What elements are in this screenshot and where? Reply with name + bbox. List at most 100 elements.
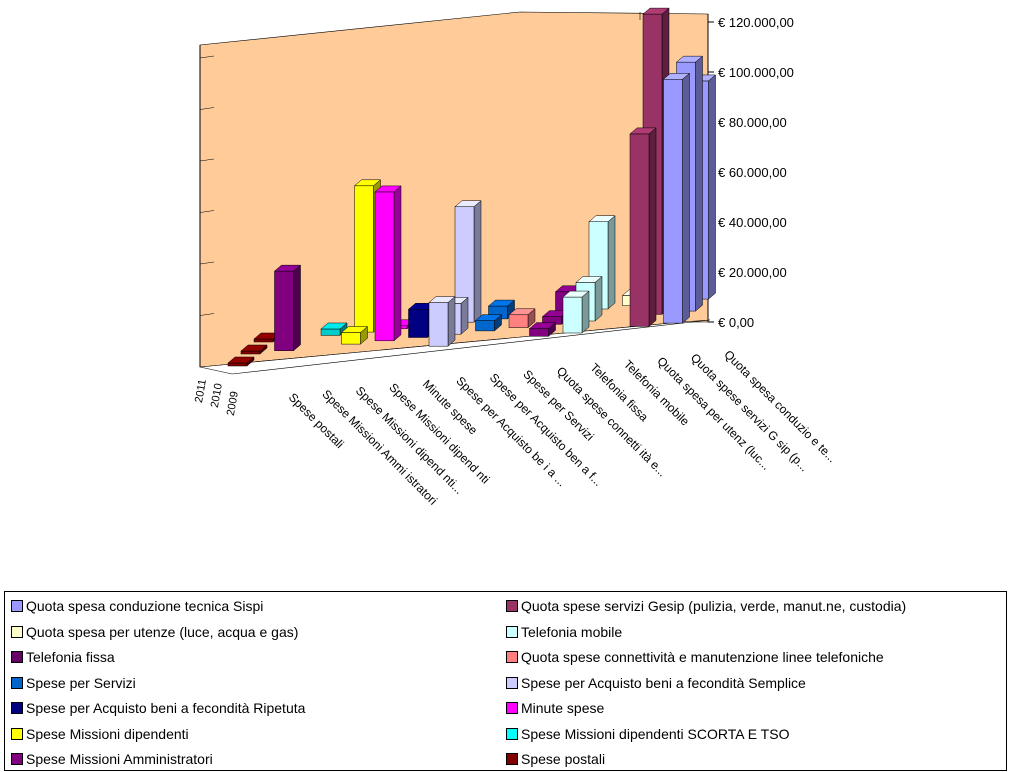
bar bbox=[562, 290, 590, 334]
legend-label: Quota spese servizi Gesip (pulizia, verd… bbox=[521, 598, 907, 614]
bar-top bbox=[273, 264, 302, 272]
bar-side bbox=[695, 55, 703, 312]
bar bbox=[508, 308, 536, 329]
legend-label: Spese Missioni dipendenti bbox=[26, 725, 189, 742]
legend-swatch bbox=[506, 600, 518, 612]
bar-front bbox=[475, 320, 495, 332]
bar-top bbox=[575, 276, 603, 283]
legend-swatch bbox=[506, 702, 518, 714]
legend-swatch bbox=[506, 753, 518, 765]
bar bbox=[340, 326, 369, 345]
legend-swatch bbox=[11, 676, 23, 689]
legend-label: Quota spese connettività e manutenzione … bbox=[521, 649, 884, 665]
legend-label: Spese Missioni dipendenti SCORTA E TSO bbox=[521, 725, 790, 742]
legend-item: Telefonia fissa bbox=[11, 649, 115, 665]
bar-front bbox=[354, 185, 374, 333]
bar bbox=[528, 322, 557, 337]
bar-top bbox=[374, 185, 402, 193]
bar bbox=[662, 72, 691, 324]
legend-item: Spese per Acquisto beni a fecondità Semp… bbox=[506, 675, 806, 691]
bar-side bbox=[682, 72, 690, 324]
legend-label: Spese per Acquisto beni a fecondità Ripe… bbox=[26, 700, 306, 716]
bar-top bbox=[340, 326, 369, 333]
legend-label: Quota spesa per utenze (luce, acqua e ga… bbox=[26, 623, 299, 640]
legend-swatch bbox=[506, 676, 518, 689]
bar-top bbox=[662, 73, 691, 80]
legend-item: Spese Missioni Amministratori bbox=[11, 751, 213, 767]
wall-gridline bbox=[199, 313, 215, 316]
bar-side bbox=[607, 215, 616, 310]
bar-side bbox=[708, 74, 716, 300]
bar-top bbox=[227, 356, 255, 364]
legend-item: Spese per Servizi bbox=[11, 675, 136, 691]
bar-top bbox=[428, 296, 456, 303]
legend-swatch bbox=[11, 625, 23, 638]
legend-swatch bbox=[11, 753, 23, 765]
chart-area: € 0,00 € 20.000,00 € 40.000,00 € 60.000,00 €… bbox=[193, 7, 839, 508]
bar-top bbox=[508, 308, 536, 316]
y-tick-label: € 100.000,00 bbox=[718, 65, 794, 80]
bar-side bbox=[473, 200, 482, 323]
legend-label: Telefonia mobile bbox=[521, 623, 623, 640]
legend-swatch bbox=[506, 651, 518, 663]
legend-item: Spese per Acquisto beni a fecondità Ripe… bbox=[11, 700, 305, 716]
bar bbox=[240, 344, 268, 355]
bar-top bbox=[454, 200, 482, 207]
bar-side bbox=[293, 264, 301, 352]
bar-top bbox=[528, 322, 557, 329]
floor bbox=[199, 319, 711, 375]
legend-item: Quota spesa per utenze (luce, acqua e ga… bbox=[11, 624, 298, 640]
chart-bars bbox=[227, 7, 717, 367]
y-tick-label: € 60.000,00 bbox=[718, 165, 787, 180]
bar-side bbox=[594, 275, 603, 322]
bar bbox=[454, 200, 482, 323]
legend-swatch bbox=[11, 702, 23, 714]
bar-top bbox=[642, 7, 670, 15]
bar-front bbox=[428, 302, 449, 347]
legend-label: Quota spesa conduzione tecnica Sispi bbox=[26, 598, 264, 614]
bar-front bbox=[562, 296, 583, 334]
legend-item: Quota spesa conduzione tecnica Sispi bbox=[11, 598, 263, 614]
legend-label: Spese per Acquisto beni a fecondità Semp… bbox=[521, 674, 806, 691]
wall-gridline bbox=[199, 210, 215, 213]
bar bbox=[428, 296, 456, 347]
legend-label: Telefonia fissa bbox=[26, 649, 115, 665]
bar-top bbox=[562, 290, 590, 298]
year-label: 2009 bbox=[225, 390, 241, 416]
bar-top bbox=[588, 215, 616, 222]
legend-label: Spese per Servizi bbox=[26, 674, 136, 691]
legend-swatch bbox=[506, 727, 518, 740]
bar-front bbox=[274, 270, 294, 351]
legend-swatch bbox=[11, 727, 23, 740]
bar bbox=[273, 264, 302, 352]
year-labels: 2011 2010 2009 bbox=[193, 378, 241, 416]
bar-front bbox=[508, 314, 529, 328]
bar-front bbox=[320, 328, 341, 336]
y-tick-label: € 0,00 bbox=[718, 315, 754, 330]
wall-gridline bbox=[199, 55, 215, 59]
bar-front bbox=[529, 328, 549, 337]
bar-side bbox=[447, 296, 456, 347]
bar bbox=[227, 356, 255, 367]
bar bbox=[474, 314, 503, 332]
bar-side bbox=[460, 296, 469, 335]
legend-item: Quota spese connettività e manutenzione … bbox=[506, 649, 884, 665]
y-tick-label: € 80.000,00 bbox=[718, 115, 787, 130]
bar-front bbox=[253, 338, 274, 343]
legend-item: Quota spese servizi Gesip (pulizia, verd… bbox=[506, 598, 906, 614]
year-label: 2010 bbox=[209, 382, 225, 408]
legend-swatch bbox=[11, 651, 23, 663]
bar-front bbox=[408, 309, 428, 338]
bar-top bbox=[240, 344, 268, 352]
bar-front bbox=[629, 133, 650, 327]
wall-gridline bbox=[199, 107, 215, 110]
y-tick-label: € 120.000,00 bbox=[718, 15, 794, 30]
bar-top bbox=[353, 179, 382, 187]
bar-front bbox=[240, 350, 261, 355]
bar-side bbox=[581, 290, 590, 334]
bar-front bbox=[341, 332, 361, 345]
bar-top bbox=[474, 314, 503, 321]
y-tick-label: € 20.000,00 bbox=[718, 265, 787, 280]
bar-front bbox=[227, 362, 248, 367]
